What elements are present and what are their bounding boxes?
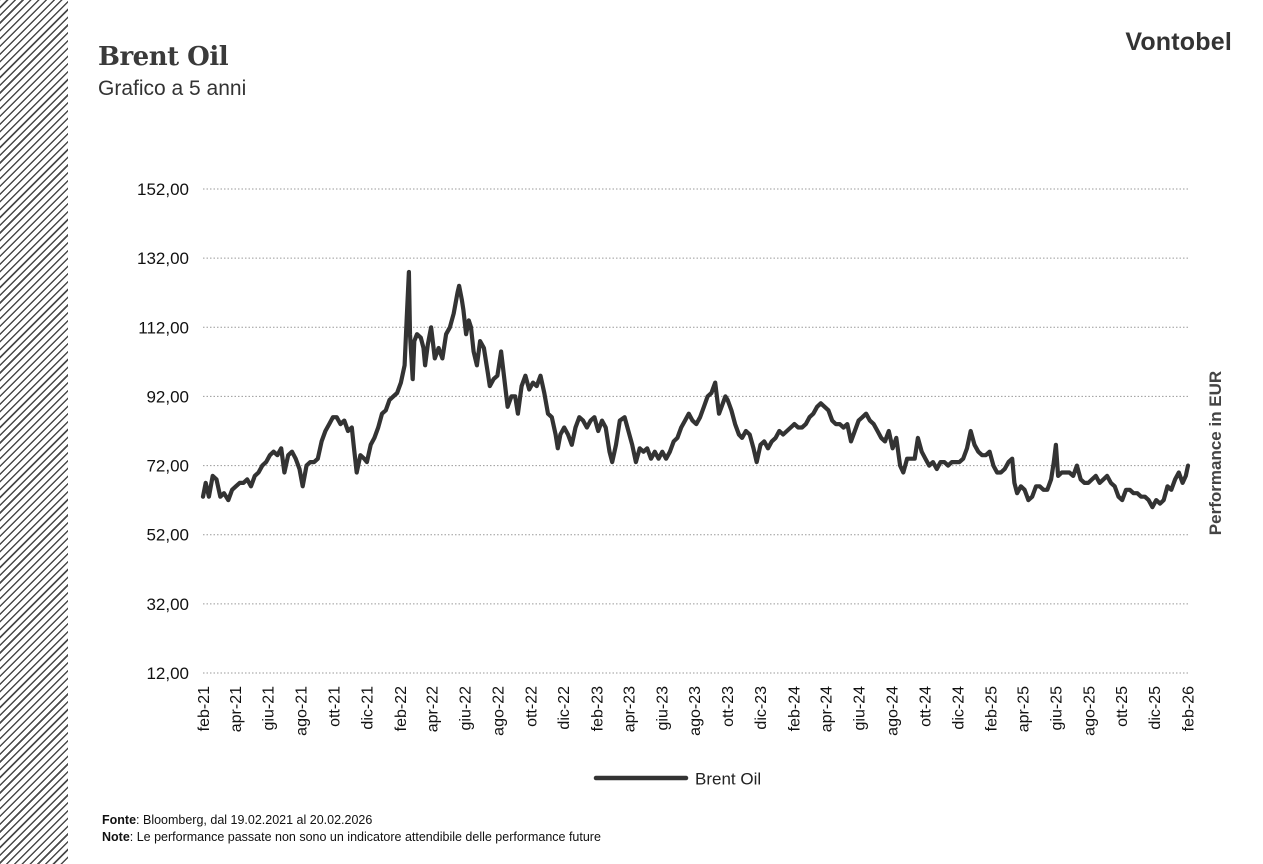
footer-notes: Fonte: Bloomberg, dal 19.02.2021 al 20.0…: [102, 812, 601, 846]
x-tick-label: ago-25: [1081, 686, 1098, 736]
y-tick-label: 132,00: [137, 249, 189, 268]
x-tick-label: feb-25: [984, 686, 1001, 731]
x-tick-label: ott-21: [326, 686, 343, 727]
note-text: : Le performance passate non sono un ind…: [129, 830, 601, 844]
x-tick-label: dic-25: [1147, 686, 1164, 730]
x-tick-label: ott-24: [917, 686, 934, 727]
x-tick-label: feb-22: [393, 686, 410, 731]
x-tick-label: ott-23: [720, 686, 737, 727]
source-text: : Bloomberg, dal 19.02.2021 al 20.02.202…: [136, 813, 373, 827]
x-tick-label: apr-22: [425, 686, 442, 732]
y-tick-label: 72,00: [146, 457, 189, 476]
x-tick-label: dic-24: [950, 686, 967, 730]
x-tick-label: ott-25: [1114, 686, 1131, 727]
x-tick-label: ago-21: [294, 686, 311, 736]
legend: Brent Oil: [593, 770, 761, 789]
x-tick-label: feb-21: [196, 686, 213, 731]
x-tick-label: giu-24: [852, 686, 869, 731]
y-tick-label: 52,00: [146, 526, 189, 545]
x-tick-label: giu-21: [261, 686, 278, 731]
x-tick-label: giu-25: [1048, 686, 1065, 731]
x-tick-label: apr-21: [228, 686, 245, 732]
y-tick-label: 152,00: [137, 180, 189, 199]
x-tick-label: apr-24: [819, 686, 836, 732]
disclaimer-note: Note: Le performance passate non sono un…: [102, 829, 601, 846]
x-tick-label: ago-24: [884, 686, 901, 736]
y-tick-label: 32,00: [146, 595, 189, 614]
y-axis-label: Performance in EUR: [1206, 371, 1225, 535]
source-note: Fonte: Bloomberg, dal 19.02.2021 al 20.0…: [102, 812, 601, 829]
note-label: Note: [102, 830, 130, 844]
page-subtitle: Grafico a 5 anni: [98, 77, 247, 100]
x-tick-label: ott-22: [523, 686, 540, 727]
x-tick-label: dic-21: [359, 686, 376, 730]
brand-logo: Vontobel: [1125, 28, 1232, 56]
x-tick-label: ago-22: [490, 686, 507, 736]
source-label: Fonte: [102, 813, 137, 827]
x-tick-label: dic-22: [556, 686, 573, 730]
legend-label: Brent Oil: [695, 770, 761, 789]
x-tick-label: feb-23: [590, 686, 607, 731]
y-tick-label: 112,00: [138, 318, 189, 337]
x-tick-label: giu-23: [654, 686, 671, 731]
x-tick-label: dic-23: [753, 686, 770, 730]
y-axis-ticks: 152,00 132,00 112,00 92,00 72,00 52,00 32,00 12…: [137, 180, 189, 683]
x-axis-ticks: feb-21 apr-21 giu-21 ago-21 ott-21 dic-21 feb-…: [196, 686, 1197, 736]
x-tick-label: apr-25: [1015, 686, 1032, 732]
x-tick-label: giu-22: [457, 686, 474, 731]
x-tick-label: apr-23: [621, 686, 638, 732]
series-line-brent-oil: [200, 269, 1191, 510]
x-tick-label: feb-26: [1180, 686, 1197, 731]
page-title: Brent Oil: [98, 42, 229, 72]
x-tick-label: ago-23: [687, 686, 704, 736]
x-tick-label: feb-24: [786, 686, 803, 731]
y-tick-label: 12,00: [146, 664, 189, 683]
y-tick-label: 92,00: [146, 387, 189, 406]
decorative-stripe-band: [0, 0, 68, 864]
